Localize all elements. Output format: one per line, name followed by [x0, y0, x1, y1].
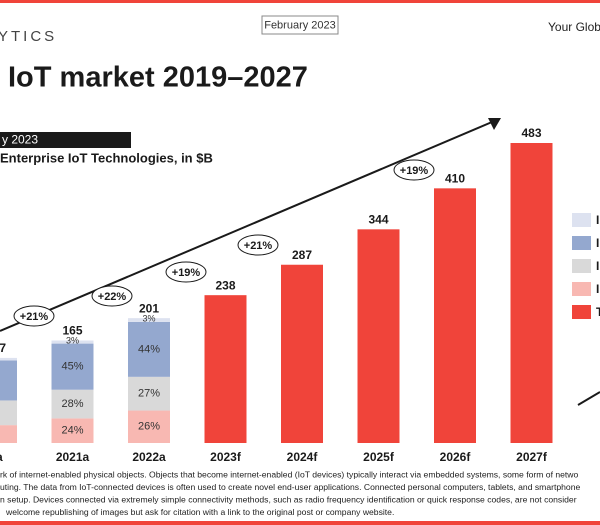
legend-swatch: [572, 305, 591, 319]
growth-label: +22%: [98, 291, 127, 303]
legend-label: I: [596, 213, 599, 227]
growth-bubble: [13, 305, 55, 327]
badge: y 2023: [2, 133, 38, 147]
growth-label: +19%: [172, 267, 201, 279]
segment-label: 24%: [61, 425, 83, 437]
legend-label: T: [596, 305, 600, 319]
x-tick-label: 2023f: [210, 450, 242, 464]
bar-segment: [128, 318, 170, 322]
x-tick-label: 2022a: [132, 450, 166, 464]
footer-line: welcome republishing of images but ask f…: [5, 507, 394, 517]
total-label: 238: [215, 278, 235, 292]
x-tick-label: 2025f: [363, 450, 395, 464]
total-label: 165: [62, 324, 82, 338]
bar: [510, 143, 553, 443]
bar-segment: [0, 360, 17, 401]
date-box: [261, 15, 339, 35]
bar-segment: [128, 321, 170, 377]
segment-label: 26%: [138, 421, 160, 433]
x-tick-label: 0a: [0, 450, 3, 464]
segment-label: 45%: [61, 361, 83, 373]
date: February 2023: [264, 19, 336, 31]
legend-swatch: [572, 236, 591, 250]
bar-segment: [0, 425, 17, 443]
growth-bubble: [237, 234, 279, 256]
x-tick-label: 2027f: [516, 450, 548, 464]
subtitle: Enterprise IoT Technologies, in $B: [0, 150, 213, 165]
total-label: 344: [368, 213, 388, 227]
legend-swatch: [572, 259, 591, 273]
growth-label: +19%: [400, 165, 429, 177]
bar-segment: [51, 418, 94, 443]
bar-segment: [128, 376, 170, 411]
chart-title: IoT market 2019–2027: [8, 62, 308, 94]
brand: YTICS: [0, 28, 57, 45]
bar-segment: [0, 400, 17, 426]
legend-swatch: [572, 282, 591, 296]
bottom-rule: [0, 521, 600, 525]
legend-label: I: [596, 259, 599, 273]
bar-segment: [51, 343, 94, 390]
segment-label: 3%: [142, 313, 155, 323]
x-tick-label: 2026f: [440, 450, 472, 464]
growth-bubble: [165, 261, 207, 283]
segment-label: 3%: [66, 335, 79, 345]
bar: [434, 188, 476, 443]
total-label: 201: [139, 301, 159, 315]
top-rule: [0, 0, 600, 3]
footer-line: uting. The data from IoT-connected devic…: [0, 482, 580, 492]
legend-label: I: [596, 282, 599, 296]
segment-label: 44%: [138, 343, 160, 355]
growth-bubble: [393, 159, 435, 181]
segment-label: 28%: [61, 398, 83, 410]
bar-segment: [51, 389, 94, 419]
bar-segment: [0, 357, 17, 361]
footer-line: n setup. Devices connected via extremely…: [0, 494, 577, 504]
bar-segment: [51, 340, 94, 344]
bar-segment: [128, 410, 170, 443]
segment-label: 27%: [138, 388, 160, 400]
x-tick-label: 2021a: [56, 450, 90, 464]
footer-line: rk of internet-enabled physical objects.…: [0, 469, 579, 479]
tagline: Your Glob: [548, 20, 600, 34]
growth-label: +21%: [20, 311, 49, 323]
bar: [357, 229, 400, 443]
legend-label: I: [596, 236, 599, 250]
total-label: 410: [445, 172, 465, 186]
total-label: 483: [521, 126, 541, 140]
x-tick-label: 2024f: [287, 450, 319, 464]
deco: [577, 391, 600, 406]
legend-swatch: [572, 213, 591, 227]
growth-label: +21%: [244, 240, 273, 252]
footer: rk of internet-enabled physical objects.…: [0, 469, 580, 517]
badge-bg: [0, 132, 131, 148]
trend-arrow: [0, 121, 493, 332]
bar: [281, 264, 323, 443]
total-label: 287: [292, 248, 312, 262]
growth-bubble: [91, 285, 133, 307]
bar: [204, 295, 247, 443]
total-label: 137: [0, 341, 6, 355]
arrow-head: [488, 118, 501, 130]
